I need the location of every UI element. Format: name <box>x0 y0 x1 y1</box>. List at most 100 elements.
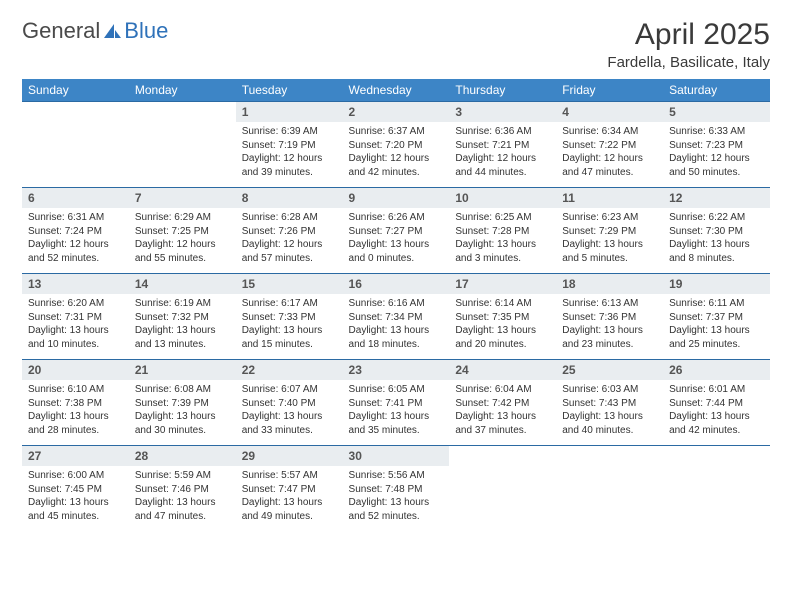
day-number: 5 <box>663 102 770 122</box>
calendar-cell: 12Sunrise: 6:22 AMSunset: 7:30 PMDayligh… <box>663 188 770 274</box>
calendar-cell: 18Sunrise: 6:13 AMSunset: 7:36 PMDayligh… <box>556 274 663 360</box>
calendar-cell: .. <box>449 446 556 532</box>
day-body: Sunrise: 5:56 AMSunset: 7:48 PMDaylight:… <box>343 466 450 527</box>
day-body: Sunrise: 6:16 AMSunset: 7:34 PMDaylight:… <box>343 294 450 355</box>
weekday-header: Thursday <box>449 79 556 102</box>
calendar-cell: 27Sunrise: 6:00 AMSunset: 7:45 PMDayligh… <box>22 446 129 532</box>
day-body: Sunrise: 6:34 AMSunset: 7:22 PMDaylight:… <box>556 122 663 183</box>
day-number: 29 <box>236 446 343 466</box>
day-body: Sunrise: 6:23 AMSunset: 7:29 PMDaylight:… <box>556 208 663 269</box>
weekday-header: Monday <box>129 79 236 102</box>
weekday-header: Saturday <box>663 79 770 102</box>
calendar-cell: 13Sunrise: 6:20 AMSunset: 7:31 PMDayligh… <box>22 274 129 360</box>
day-body: Sunrise: 5:57 AMSunset: 7:47 PMDaylight:… <box>236 466 343 527</box>
day-number: 25 <box>556 360 663 380</box>
day-number: 27 <box>22 446 129 466</box>
calendar-row: 13Sunrise: 6:20 AMSunset: 7:31 PMDayligh… <box>22 274 770 360</box>
day-number: 18 <box>556 274 663 294</box>
day-body: Sunrise: 5:59 AMSunset: 7:46 PMDaylight:… <box>129 466 236 527</box>
day-number: 6 <box>22 188 129 208</box>
calendar-cell: 24Sunrise: 6:04 AMSunset: 7:42 PMDayligh… <box>449 360 556 446</box>
weekday-header-row: Sunday Monday Tuesday Wednesday Thursday… <box>22 79 770 102</box>
day-body: Sunrise: 6:13 AMSunset: 7:36 PMDaylight:… <box>556 294 663 355</box>
calendar-row: 6Sunrise: 6:31 AMSunset: 7:24 PMDaylight… <box>22 188 770 274</box>
day-body: Sunrise: 6:05 AMSunset: 7:41 PMDaylight:… <box>343 380 450 441</box>
weekday-header: Tuesday <box>236 79 343 102</box>
calendar-row: 20Sunrise: 6:10 AMSunset: 7:38 PMDayligh… <box>22 360 770 446</box>
calendar-cell: 10Sunrise: 6:25 AMSunset: 7:28 PMDayligh… <box>449 188 556 274</box>
day-body: Sunrise: 6:29 AMSunset: 7:25 PMDaylight:… <box>129 208 236 269</box>
calendar-cell: 6Sunrise: 6:31 AMSunset: 7:24 PMDaylight… <box>22 188 129 274</box>
logo-sail-icon <box>102 22 122 40</box>
day-number: 20 <box>22 360 129 380</box>
day-number: 21 <box>129 360 236 380</box>
month-title: April 2025 <box>607 18 770 52</box>
calendar-row: ....1Sunrise: 6:39 AMSunset: 7:19 PMDayl… <box>22 102 770 188</box>
calendar-cell: 21Sunrise: 6:08 AMSunset: 7:39 PMDayligh… <box>129 360 236 446</box>
day-number: 23 <box>343 360 450 380</box>
calendar-cell: 2Sunrise: 6:37 AMSunset: 7:20 PMDaylight… <box>343 102 450 188</box>
calendar-cell: .. <box>129 102 236 188</box>
logo-text-1: General <box>22 18 100 44</box>
calendar-cell: 26Sunrise: 6:01 AMSunset: 7:44 PMDayligh… <box>663 360 770 446</box>
calendar-cell: 29Sunrise: 5:57 AMSunset: 7:47 PMDayligh… <box>236 446 343 532</box>
calendar-cell: 25Sunrise: 6:03 AMSunset: 7:43 PMDayligh… <box>556 360 663 446</box>
calendar-cell: 15Sunrise: 6:17 AMSunset: 7:33 PMDayligh… <box>236 274 343 360</box>
day-number: 2 <box>343 102 450 122</box>
title-block: April 2025 Fardella, Basilicate, Italy <box>607 18 770 71</box>
day-body: Sunrise: 6:26 AMSunset: 7:27 PMDaylight:… <box>343 208 450 269</box>
header: General Blue April 2025 Fardella, Basili… <box>22 18 770 71</box>
day-number: 3 <box>449 102 556 122</box>
calendar-cell: 5Sunrise: 6:33 AMSunset: 7:23 PMDaylight… <box>663 102 770 188</box>
day-body: Sunrise: 6:11 AMSunset: 7:37 PMDaylight:… <box>663 294 770 355</box>
day-number: 4 <box>556 102 663 122</box>
calendar-cell: 3Sunrise: 6:36 AMSunset: 7:21 PMDaylight… <box>449 102 556 188</box>
day-body: Sunrise: 6:28 AMSunset: 7:26 PMDaylight:… <box>236 208 343 269</box>
day-body: Sunrise: 6:04 AMSunset: 7:42 PMDaylight:… <box>449 380 556 441</box>
logo-text-2: Blue <box>124 18 168 44</box>
day-body: Sunrise: 6:25 AMSunset: 7:28 PMDaylight:… <box>449 208 556 269</box>
calendar-cell: 9Sunrise: 6:26 AMSunset: 7:27 PMDaylight… <box>343 188 450 274</box>
day-body: Sunrise: 6:14 AMSunset: 7:35 PMDaylight:… <box>449 294 556 355</box>
day-number: 28 <box>129 446 236 466</box>
day-body: Sunrise: 6:22 AMSunset: 7:30 PMDaylight:… <box>663 208 770 269</box>
logo: General Blue <box>22 18 168 44</box>
calendar-cell: 23Sunrise: 6:05 AMSunset: 7:41 PMDayligh… <box>343 360 450 446</box>
day-body: Sunrise: 6:17 AMSunset: 7:33 PMDaylight:… <box>236 294 343 355</box>
calendar-cell: 28Sunrise: 5:59 AMSunset: 7:46 PMDayligh… <box>129 446 236 532</box>
calendar-cell: .. <box>663 446 770 532</box>
calendar-cell: 17Sunrise: 6:14 AMSunset: 7:35 PMDayligh… <box>449 274 556 360</box>
day-number: 10 <box>449 188 556 208</box>
day-number: 9 <box>343 188 450 208</box>
calendar-cell: 22Sunrise: 6:07 AMSunset: 7:40 PMDayligh… <box>236 360 343 446</box>
day-number: 22 <box>236 360 343 380</box>
day-number: 17 <box>449 274 556 294</box>
calendar-table: Sunday Monday Tuesday Wednesday Thursday… <box>22 79 770 532</box>
day-number: 11 <box>556 188 663 208</box>
calendar-cell: 7Sunrise: 6:29 AMSunset: 7:25 PMDaylight… <box>129 188 236 274</box>
calendar-cell: 4Sunrise: 6:34 AMSunset: 7:22 PMDaylight… <box>556 102 663 188</box>
day-body: Sunrise: 6:39 AMSunset: 7:19 PMDaylight:… <box>236 122 343 183</box>
calendar-row: 27Sunrise: 6:00 AMSunset: 7:45 PMDayligh… <box>22 446 770 532</box>
day-body: Sunrise: 6:37 AMSunset: 7:20 PMDaylight:… <box>343 122 450 183</box>
calendar-cell: 20Sunrise: 6:10 AMSunset: 7:38 PMDayligh… <box>22 360 129 446</box>
day-number: 1 <box>236 102 343 122</box>
calendar-cell: 1Sunrise: 6:39 AMSunset: 7:19 PMDaylight… <box>236 102 343 188</box>
day-body: Sunrise: 6:03 AMSunset: 7:43 PMDaylight:… <box>556 380 663 441</box>
calendar-cell: .. <box>22 102 129 188</box>
day-body: Sunrise: 6:07 AMSunset: 7:40 PMDaylight:… <box>236 380 343 441</box>
day-number: 30 <box>343 446 450 466</box>
calendar-cell: 16Sunrise: 6:16 AMSunset: 7:34 PMDayligh… <box>343 274 450 360</box>
location-subtitle: Fardella, Basilicate, Italy <box>607 54 770 71</box>
day-body: Sunrise: 6:20 AMSunset: 7:31 PMDaylight:… <box>22 294 129 355</box>
weekday-header: Friday <box>556 79 663 102</box>
day-body: Sunrise: 6:00 AMSunset: 7:45 PMDaylight:… <box>22 466 129 527</box>
day-body: Sunrise: 6:31 AMSunset: 7:24 PMDaylight:… <box>22 208 129 269</box>
day-number: 15 <box>236 274 343 294</box>
day-body: Sunrise: 6:10 AMSunset: 7:38 PMDaylight:… <box>22 380 129 441</box>
day-number: 26 <box>663 360 770 380</box>
calendar-cell: 19Sunrise: 6:11 AMSunset: 7:37 PMDayligh… <box>663 274 770 360</box>
day-body: Sunrise: 6:01 AMSunset: 7:44 PMDaylight:… <box>663 380 770 441</box>
day-number: 16 <box>343 274 450 294</box>
calendar-cell: 14Sunrise: 6:19 AMSunset: 7:32 PMDayligh… <box>129 274 236 360</box>
